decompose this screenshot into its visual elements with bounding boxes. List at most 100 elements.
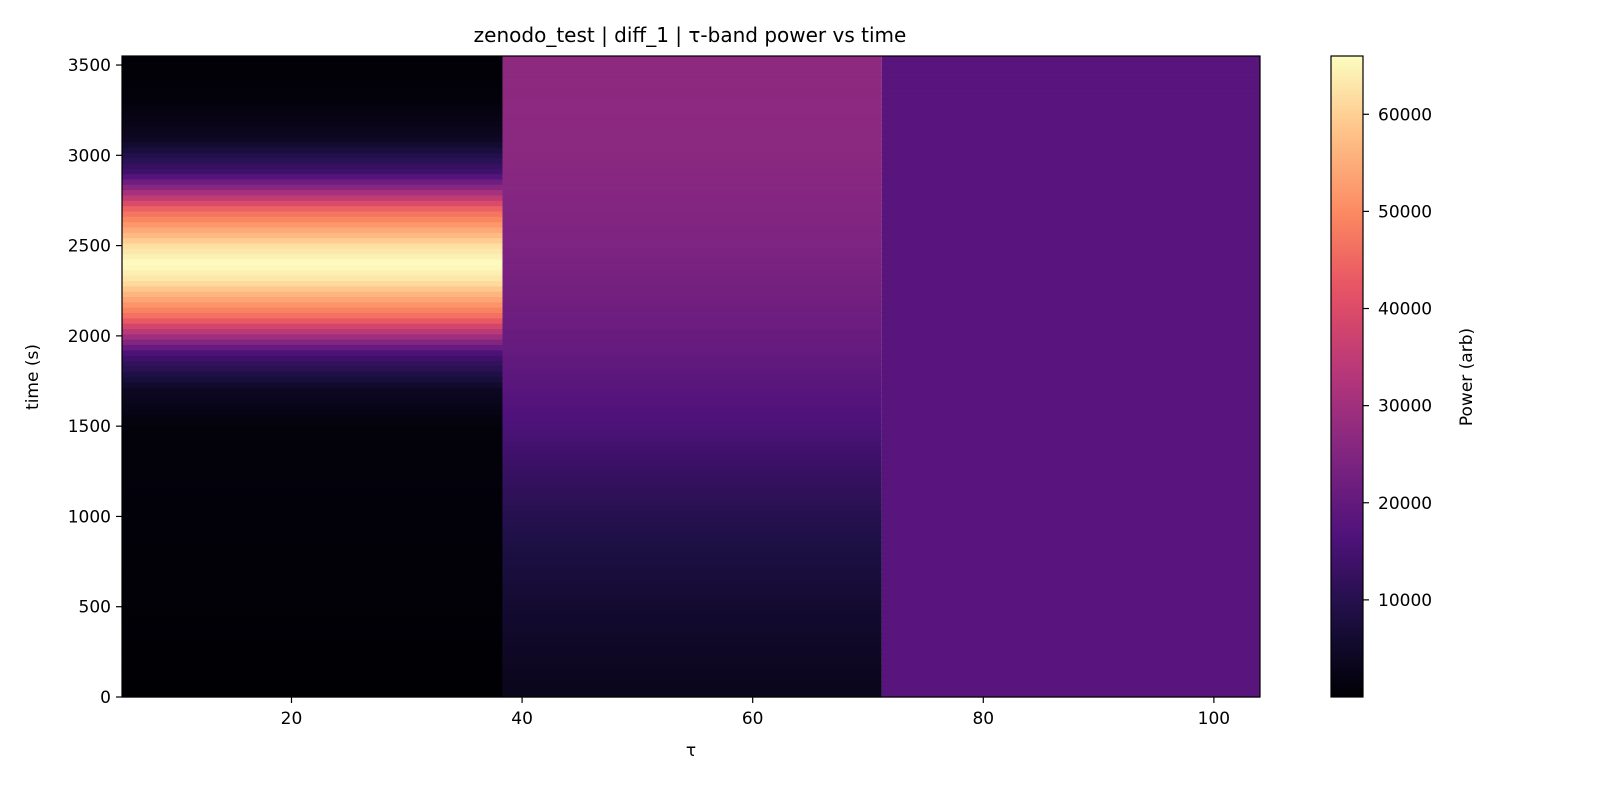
heatmap-cell <box>122 264 503 271</box>
heatmap-cell <box>502 88 882 94</box>
heatmap-cell <box>122 424 503 431</box>
heatmap-cell <box>881 424 1260 431</box>
heatmap-cell <box>502 312 882 319</box>
heatmap-cell <box>881 264 1260 271</box>
heatmap-cell <box>502 461 882 468</box>
heatmap-cell <box>881 136 1260 143</box>
heatmap-cell <box>881 344 1260 351</box>
heatmap-cell <box>881 173 1260 180</box>
heatmap-cell <box>122 317 503 324</box>
heatmap-cell <box>881 221 1260 228</box>
heatmap-cell <box>502 472 882 479</box>
colorbar <box>1330 55 1364 698</box>
heatmap-cell <box>881 643 1260 650</box>
heatmap-cell <box>502 82 882 89</box>
heatmap-cell <box>122 419 503 426</box>
heatmap-cell <box>122 248 503 255</box>
heatmap-cell <box>881 146 1260 153</box>
heatmap-cell <box>122 371 503 378</box>
heatmap-cell <box>502 590 882 597</box>
heatmap-cell <box>881 328 1260 335</box>
heatmap-cell <box>502 258 882 265</box>
chart-title: zenodo_test | diff_1 | τ-band power vs t… <box>474 23 907 47</box>
heatmap-cell <box>881 659 1260 666</box>
heatmap-cell <box>881 157 1260 164</box>
heatmap-cell <box>122 237 503 244</box>
heatmap-cell <box>881 606 1260 613</box>
heatmap-cell <box>502 477 882 484</box>
heatmap-cell <box>881 114 1260 121</box>
heatmap-cell <box>881 312 1260 319</box>
heatmap-cell <box>881 269 1260 276</box>
heatmap-cell <box>502 531 882 538</box>
heatmap-cell <box>122 600 503 607</box>
heatmap-cell <box>502 419 882 426</box>
heatmap-cell <box>122 242 503 249</box>
heatmap-cell <box>502 467 882 474</box>
heatmap-cell <box>122 328 503 335</box>
heatmap-cell <box>502 104 882 111</box>
colorbar-tick-label: 40000 <box>1378 300 1432 320</box>
heatmap-cell <box>881 291 1260 297</box>
heatmap-cell <box>122 413 503 420</box>
heatmap-cell <box>881 275 1260 281</box>
heatmap-cell <box>122 226 503 233</box>
heatmap-cell <box>122 515 503 522</box>
heatmap-cell <box>122 189 503 196</box>
heatmap-cell <box>122 643 503 650</box>
heatmap-cell <box>122 104 503 111</box>
heatmap-cell <box>881 365 1260 372</box>
heatmap-cell <box>502 93 882 100</box>
heatmap-cell <box>881 104 1260 111</box>
heatmap-cell <box>502 178 882 185</box>
heatmap-cell <box>881 392 1260 399</box>
heatmap-bands <box>122 56 1260 698</box>
heatmap-cell <box>122 216 503 223</box>
heatmap-cell <box>502 483 882 490</box>
heatmap-cell <box>122 563 503 570</box>
heatmap-cell <box>881 88 1260 94</box>
heatmap-cell <box>502 232 882 239</box>
heatmap-cell <box>122 56 503 62</box>
heatmap-cell <box>502 162 882 169</box>
heatmap-cell <box>502 125 882 132</box>
heatmap-cell <box>881 627 1260 634</box>
heatmap-cell <box>122 568 503 575</box>
heatmap-cell <box>881 333 1260 340</box>
colorbar-tick-label: 50000 <box>1378 202 1432 222</box>
heatmap-cell <box>502 606 882 613</box>
y-axis: 0 500 1000 1500 2000 2500 3000 3500 <box>68 56 122 708</box>
heatmap-cell <box>122 451 503 458</box>
heatmap-cell <box>881 590 1260 597</box>
heatmap-cell <box>502 237 882 244</box>
heatmap-cell <box>881 184 1260 191</box>
heatmap-cell <box>502 291 882 297</box>
heatmap-cell <box>881 504 1260 511</box>
heatmap-cell <box>122 526 503 533</box>
heatmap-cell <box>502 66 882 73</box>
heatmap-cell <box>881 477 1260 484</box>
heatmap-cell <box>122 494 503 500</box>
heatmap-cell <box>881 483 1260 490</box>
heatmap-cell <box>122 606 503 613</box>
heatmap-cell <box>502 221 882 228</box>
heatmap-cell <box>502 403 882 410</box>
heatmap-cell <box>122 114 503 121</box>
heatmap-cell <box>502 675 882 682</box>
heatmap-cell <box>502 680 882 687</box>
heatmap-cell <box>502 77 882 84</box>
heatmap-cell <box>502 307 882 313</box>
heatmap-cell <box>122 654 503 661</box>
heatmap-cell <box>881 205 1260 212</box>
heatmap-cell <box>502 558 882 565</box>
heatmap-cell <box>122 152 503 159</box>
heatmap-cell <box>122 680 503 687</box>
heatmap-cell <box>122 536 503 543</box>
heatmap-cell <box>122 296 503 303</box>
heatmap-cell <box>122 611 503 618</box>
heatmap-cell <box>502 275 882 281</box>
heatmap-cell <box>881 616 1260 623</box>
heatmap-cell <box>502 659 882 666</box>
heatmap-cell <box>122 88 503 94</box>
heatmap-cell <box>881 77 1260 84</box>
